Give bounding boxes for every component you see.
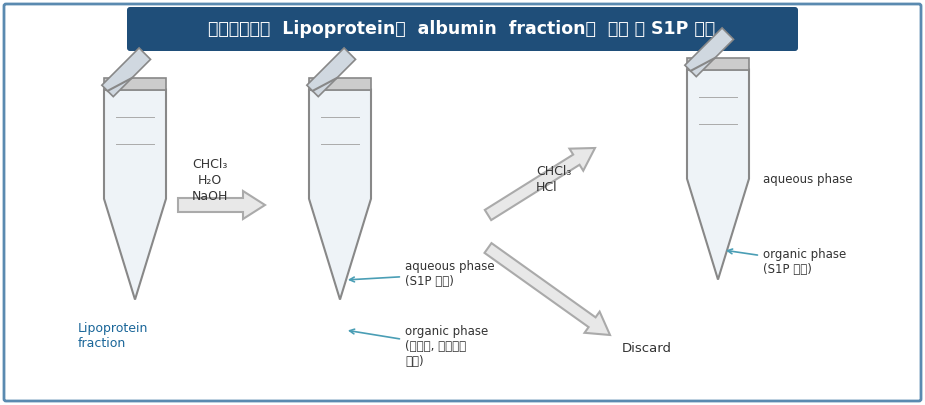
FancyBboxPatch shape	[4, 4, 921, 401]
Polygon shape	[104, 90, 166, 300]
Polygon shape	[699, 217, 737, 279]
Polygon shape	[307, 48, 355, 97]
Text: 혈장으로부터  Lipoprotein과  albumin  fraction의  분리 후 S1P 추출: 혈장으로부터 Lipoprotein과 albumin fraction의 분리…	[208, 20, 716, 38]
Polygon shape	[111, 221, 159, 300]
Polygon shape	[684, 28, 734, 77]
Polygon shape	[485, 148, 595, 220]
Text: HCl: HCl	[536, 181, 558, 194]
Text: organic phase
(인지질, 중성지방
포함): organic phase (인지질, 중성지방 포함)	[350, 325, 488, 368]
Polygon shape	[309, 192, 371, 237]
Text: NaOH: NaOH	[191, 190, 228, 203]
Polygon shape	[321, 237, 359, 300]
Text: aqueous phase
(S1P 포함): aqueous phase (S1P 포함)	[350, 260, 495, 288]
Polygon shape	[309, 90, 371, 300]
Polygon shape	[178, 191, 265, 219]
Polygon shape	[102, 48, 151, 97]
Text: aqueous phase: aqueous phase	[763, 173, 853, 186]
Polygon shape	[688, 181, 748, 217]
Bar	[309, 78, 371, 90]
Polygon shape	[485, 243, 610, 335]
Bar	[104, 78, 166, 90]
Text: Discard: Discard	[622, 341, 672, 354]
FancyBboxPatch shape	[127, 7, 798, 51]
Polygon shape	[687, 70, 749, 279]
Text: Lipoprotein
fraction: Lipoprotein fraction	[78, 322, 148, 350]
Text: CHCl₃: CHCl₃	[192, 158, 228, 171]
Text: organic phase
(S1P 포함): organic phase (S1P 포함)	[728, 248, 846, 276]
Bar	[687, 58, 749, 70]
Text: CHCl₃: CHCl₃	[536, 165, 572, 178]
Text: H₂O: H₂O	[198, 174, 222, 187]
